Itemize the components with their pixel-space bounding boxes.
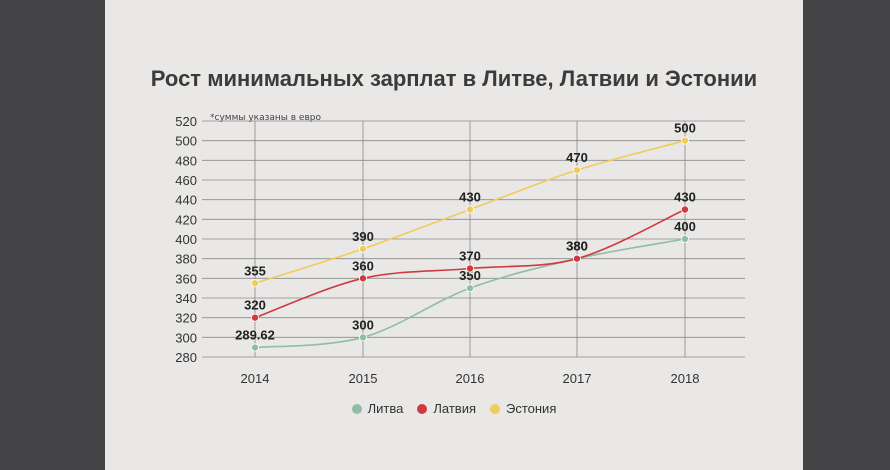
- y-tick-label: 460: [175, 173, 197, 188]
- data-point: [358, 274, 367, 283]
- data-point: [358, 244, 367, 253]
- chart-title: Рост минимальных зарплат в Литве, Латвии…: [150, 66, 758, 91]
- data-label: 289.62: [235, 328, 275, 343]
- y-tick-label: 420: [175, 212, 197, 227]
- y-tick-label: 520: [175, 114, 197, 129]
- y-tick-label: 320: [175, 311, 197, 326]
- data-label: 470: [566, 150, 588, 165]
- y-tick-label: 360: [175, 271, 197, 286]
- legend-label: Литва: [367, 401, 404, 416]
- legend-item: Эстония: [490, 401, 556, 416]
- data-point: [465, 284, 474, 293]
- data-label: 400: [674, 219, 696, 234]
- data-point: [358, 333, 367, 342]
- data-point: [465, 264, 474, 273]
- data-point: [681, 136, 690, 145]
- y-tick-label: 380: [175, 252, 197, 267]
- data-label: 320: [244, 298, 266, 313]
- chart-panel: Рост минимальных зарплат в Литве, Латвии…: [105, 0, 803, 470]
- legend-marker: [417, 403, 428, 414]
- x-tick-label: 2014: [241, 371, 270, 386]
- legend-marker: [351, 403, 362, 414]
- x-tick-label: 2016: [456, 371, 485, 386]
- y-tick-label: 340: [175, 291, 197, 306]
- data-label: 350: [459, 268, 481, 283]
- data-label: 430: [459, 190, 481, 205]
- legend-item: Литва: [351, 401, 404, 416]
- x-tick-label: 2015: [349, 371, 378, 386]
- legend-label: Эстония: [506, 401, 557, 416]
- y-tick-label: 480: [175, 153, 197, 168]
- data-label: 430: [674, 190, 696, 205]
- line-chart: 280 300 320 340 360 380 400 420 440 460 480 500 520 2…: [175, 114, 745, 386]
- data-point: [465, 205, 474, 214]
- y-tick-label: 440: [175, 193, 197, 208]
- data-label: 390: [352, 229, 374, 244]
- data-label: 355: [244, 263, 266, 278]
- x-tick-label: 2018: [671, 371, 700, 386]
- x-tick-label: 2017: [563, 371, 592, 386]
- chart-legend: Литва Латвия Эстония: [105, 401, 803, 416]
- y-tick-label: 300: [175, 330, 197, 345]
- legend-item: Латвия: [417, 401, 476, 416]
- data-label: 360: [352, 258, 374, 273]
- y-tick-label: 400: [175, 232, 197, 247]
- legend-label: Латвия: [433, 401, 476, 416]
- chart-note: *суммы указаны в евро: [210, 113, 321, 123]
- data-point: [681, 205, 690, 214]
- data-label: 300: [352, 317, 374, 332]
- data-point: [572, 166, 581, 175]
- data-label: 380: [566, 239, 588, 254]
- data-point: [250, 313, 259, 322]
- legend-marker: [490, 403, 500, 414]
- data-point: [681, 234, 690, 243]
- y-tick-label: 280: [175, 350, 197, 365]
- data-point: [250, 343, 259, 352]
- data-label: 370: [459, 249, 481, 264]
- data-label: 380: [566, 239, 588, 254]
- y-tick-label: 500: [175, 134, 197, 149]
- data-point: [572, 254, 581, 263]
- data-label: 500: [674, 121, 696, 136]
- data-point: [250, 279, 259, 288]
